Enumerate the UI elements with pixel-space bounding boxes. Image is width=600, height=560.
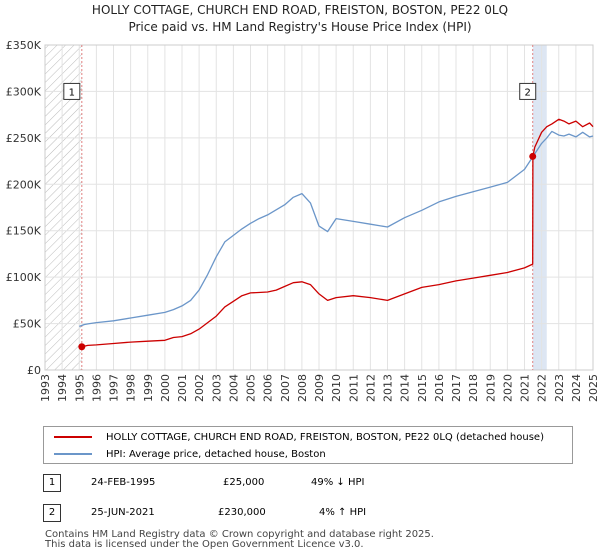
chart-legend: HOLLY COTTAGE, CHURCH END ROAD, FREISTON… [43, 426, 573, 464]
transaction-date: 25-JUN-2021 [91, 507, 155, 518]
y-tick-label: £50K [13, 318, 42, 331]
x-tick-label: 1993 [39, 374, 52, 402]
sale-marker [529, 152, 537, 160]
x-tick-label: 1994 [56, 374, 69, 402]
chart-title: HOLLY COTTAGE, CHURCH END ROAD, FREISTON… [91, 3, 509, 17]
transaction-row: 1 24-FEB-1995 £25,000 49% ↓ HPI [43, 474, 583, 492]
y-tick-label: £100K [6, 271, 42, 284]
x-tick-label: 2002 [193, 374, 206, 402]
x-tick-label: 2000 [159, 374, 172, 402]
y-tick-label: £300K [6, 85, 42, 98]
transaction-badge: 2 [43, 504, 61, 522]
x-tick-label: 2018 [467, 374, 480, 402]
y-tick-label: £350K [6, 39, 42, 52]
x-tick-label: 2016 [433, 374, 446, 402]
x-tick-label: 2001 [176, 374, 189, 402]
x-tick-label: 2025 [587, 374, 600, 402]
plot-frame [44, 44, 594, 371]
hpi-line [79, 130, 594, 328]
y-tick-label: £250K [6, 132, 42, 145]
x-tick-label: 2022 [536, 374, 549, 402]
x-tick-label: 1996 [90, 374, 103, 402]
x-tick-label: 2015 [416, 374, 429, 402]
x-tick-label: 2005 [245, 374, 258, 402]
annotation-box [63, 82, 81, 100]
legend-entry-hpi: HPI: Average price, detached house, Bost… [54, 446, 326, 462]
price-line [81, 118, 594, 348]
annotation-box [519, 82, 537, 100]
footer-licence: This data is licensed under the Open Gov… [45, 539, 364, 550]
legend-label-price: HOLLY COTTAGE, CHURCH END ROAD, FREISTON… [106, 431, 544, 443]
x-tick-label: 2020 [501, 374, 514, 402]
legend-line-hpi [54, 453, 92, 455]
x-tick-label: 2003 [210, 374, 223, 402]
transaction-price: £230,000 [218, 507, 266, 518]
x-tick-label: 2007 [279, 374, 292, 402]
x-tick-label: 2013 [382, 374, 395, 402]
transaction-date: 24-FEB-1995 [91, 477, 156, 488]
x-tick-label: 2012 [364, 374, 377, 402]
x-tick-label: 2017 [450, 374, 463, 402]
x-tick-label: 1997 [108, 374, 121, 402]
x-tick-label: 2014 [399, 374, 412, 402]
transaction-hpi: 49% ↓ HPI [311, 477, 365, 488]
y-tick-label: £200K [6, 178, 42, 191]
footer: Contains HM Land Registry data © Crown c… [45, 530, 434, 550]
transaction-hpi: 4% ↑ HPI [319, 507, 367, 518]
x-tick-label: 2024 [570, 374, 583, 402]
y-tick-label: £0 [27, 364, 41, 377]
x-tick-label: 1999 [142, 374, 155, 402]
y-tick-label: £150K [6, 225, 42, 238]
transaction-row: 2 25-JUN-2021 £230,000 4% ↑ HPI [43, 504, 583, 522]
x-tick-label: 2006 [262, 374, 275, 402]
legend-entry-price: HOLLY COTTAGE, CHURCH END ROAD, FREISTON… [54, 429, 544, 445]
transaction-price: £25,000 [223, 477, 265, 488]
chart-subtitle: Price paid vs. HM Land Registry's House … [128, 20, 472, 34]
x-tick-label: 2010 [330, 374, 343, 402]
legend-label-hpi: HPI: Average price, detached house, Bost… [106, 448, 326, 460]
annotation-label: 2 [525, 87, 531, 98]
price-chart: £0 £50K £100K £150K £200K £250K £300K £350K 1993… [6, 39, 600, 402]
x-tick-label: 2011 [347, 374, 360, 402]
x-tick-label: 2021 [519, 374, 532, 402]
x-tick-label: 2023 [553, 374, 566, 402]
x-tick-label: 1998 [125, 374, 138, 402]
transaction-badge: 1 [43, 474, 61, 492]
x-tick-label: 2009 [313, 374, 326, 402]
annotation-label: 1 [69, 87, 75, 98]
x-tick-label: 2008 [296, 374, 309, 402]
x-tick-label: 2019 [484, 374, 497, 402]
x-tick-label: 2004 [227, 374, 240, 402]
x-tick-label: 1995 [73, 374, 86, 402]
legend-line-price [54, 436, 92, 438]
post-sale-shade [532, 45, 547, 370]
footer-copyright: Contains HM Land Registry data © Crown c… [45, 529, 434, 540]
sale-marker [78, 343, 86, 351]
